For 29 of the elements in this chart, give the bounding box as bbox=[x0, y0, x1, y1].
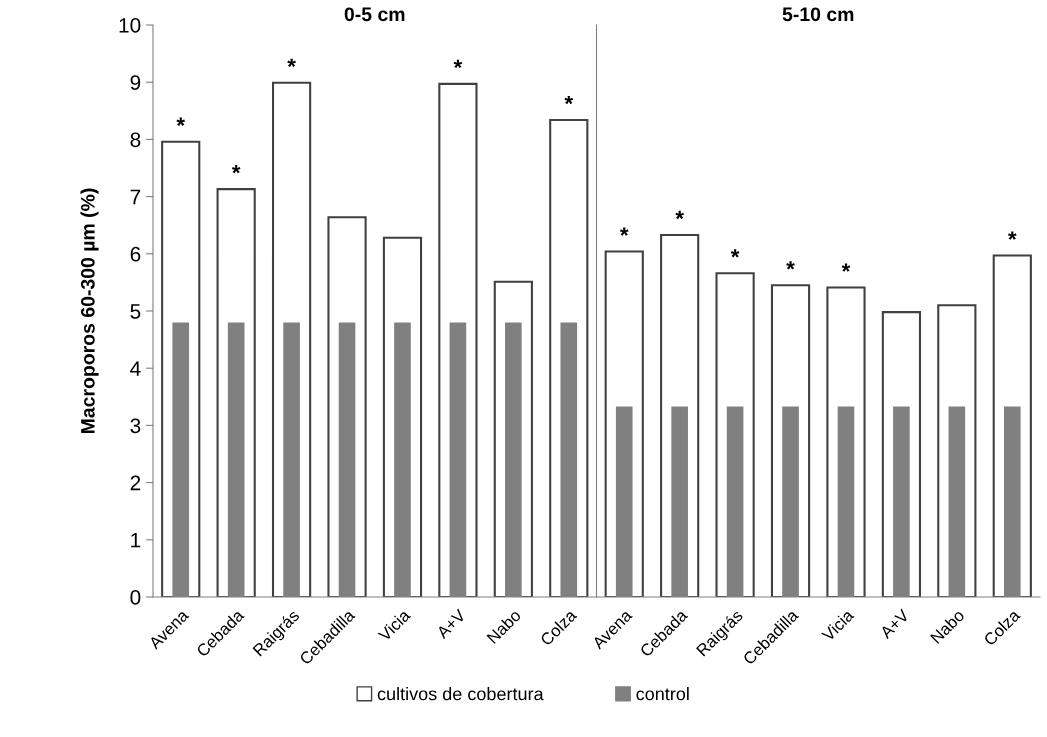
chart-title: 5-10 cm bbox=[782, 7, 854, 22]
annotation: * bbox=[730, 249, 740, 258]
annotation: * bbox=[453, 59, 463, 69]
annotation: * bbox=[786, 261, 795, 270]
y-tick-label: 3 bbox=[130, 418, 141, 434]
y-axis-title: Macroporos 60-300 µm (%) bbox=[80, 188, 99, 434]
chart-title: 0-5 cm bbox=[344, 7, 405, 22]
x-tick-label: Vicia bbox=[377, 608, 412, 643]
y-tick-label: 8 bbox=[130, 132, 141, 148]
y-tick-label: 4 bbox=[130, 361, 141, 376]
annotation: * bbox=[176, 117, 186, 126]
y-tick-label: 7 bbox=[130, 189, 141, 205]
y-tick-label: 2 bbox=[130, 475, 141, 491]
annotation: * bbox=[231, 165, 241, 174]
y-tick-label: 6 bbox=[130, 246, 141, 262]
annotation: * bbox=[564, 95, 574, 105]
y-tick-label: 5 bbox=[130, 304, 141, 319]
y-tick-label: 1 bbox=[131, 533, 141, 548]
legend-label: control bbox=[636, 687, 689, 701]
y-tick-label: 0 bbox=[130, 590, 141, 605]
x-tick-label: Vicia bbox=[820, 608, 855, 643]
annotation: * bbox=[841, 263, 851, 272]
annotation: * bbox=[1008, 231, 1017, 240]
annotation: * bbox=[675, 210, 684, 220]
legend-label: cultivos de cobertura bbox=[377, 687, 544, 701]
annotation: * bbox=[287, 58, 296, 67]
y-tick-label: 10 bbox=[119, 18, 141, 33]
annotation: * bbox=[619, 227, 629, 236]
y-tick-label: 9 bbox=[130, 75, 141, 90]
